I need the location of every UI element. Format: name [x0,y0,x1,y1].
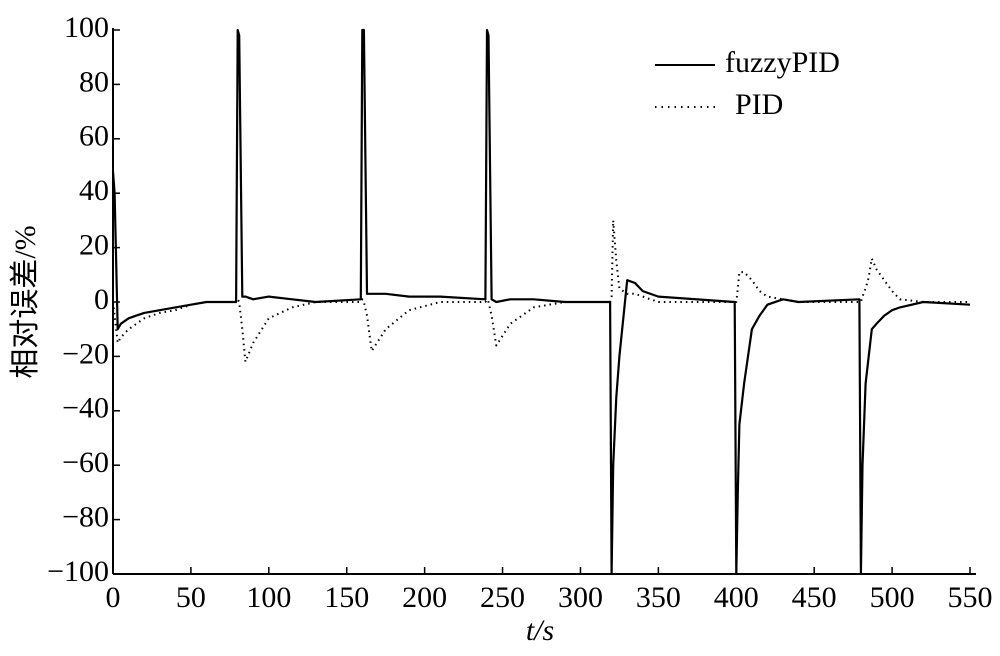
x-tick-label: 100 [246,581,291,614]
y-tick-label: −80 [62,500,109,533]
y-tick-label: −20 [62,337,109,370]
y-tick-label: 20 [79,228,109,261]
x-tick-label: 200 [402,581,447,614]
x-tick-label: 450 [792,581,837,614]
x-tick-label: 500 [870,581,915,614]
x-tick-label: 150 [324,581,369,614]
x-tick-label: 400 [714,581,759,614]
series-line [112,219,970,363]
y-axis-label: 相对误差/% [9,225,42,378]
x-tick-label: 300 [558,581,603,614]
y-tick-label: 0 [94,283,109,316]
y-tick-label: 60 [79,120,109,153]
y-tick-label: 80 [79,65,109,98]
y-tick-label: −40 [62,392,109,425]
x-tick-label: 550 [948,581,993,614]
x-axis-label: t/s [526,614,554,647]
legend-label: fuzzyPID [725,46,840,79]
x-tick-label: 50 [176,581,206,614]
legend-label: PID [735,88,783,121]
y-tick-label: 100 [64,11,109,44]
x-tick-label: 350 [636,581,681,614]
x-tick-label: 250 [480,581,525,614]
y-tick-label: −60 [62,446,109,479]
x-tick-label: 0 [106,581,121,614]
y-tick-label: −100 [47,555,109,588]
y-tick-label: 40 [79,174,109,207]
